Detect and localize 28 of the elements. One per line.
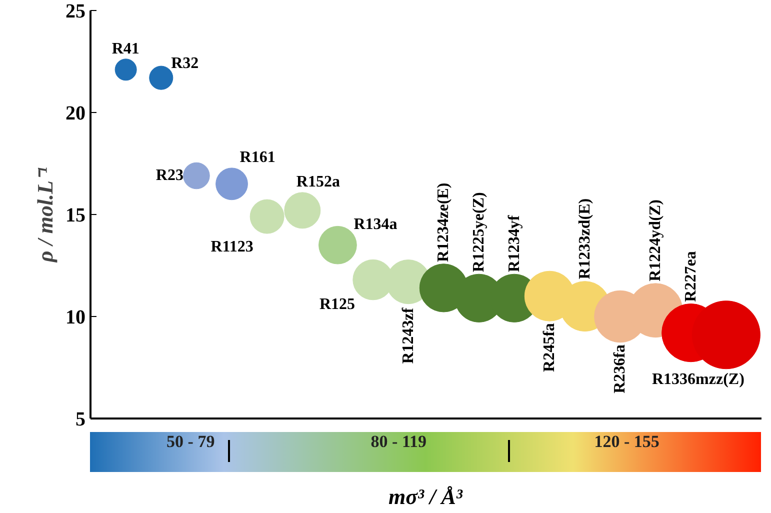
series-label: R23: [156, 167, 184, 184]
series-label: R161: [240, 148, 276, 166]
text: R245fa: [541, 323, 558, 372]
text: R1243zf: [400, 307, 417, 364]
y-tick-label: 15: [66, 204, 86, 226]
y-axis-title: ρ / mol.L⁻¹: [32, 166, 58, 264]
x-axis-title: mσ³ / Å³: [388, 484, 464, 510]
text: R227ea: [682, 251, 700, 302]
series-label: R41: [112, 40, 140, 58]
text: R1224yd(Z): [647, 200, 664, 282]
series-label: R32: [171, 54, 199, 72]
text: 50 - 79: [166, 432, 215, 453]
text: 120 - 155: [594, 432, 660, 453]
y-tick-label: 20: [66, 102, 86, 124]
y-tick-label: 5: [76, 408, 86, 430]
series-label: R125: [319, 296, 356, 313]
y-tick-label: 10: [66, 306, 86, 328]
text: R1234yf: [506, 214, 523, 272]
series-label: R152a: [296, 173, 340, 190]
series-label: R134a: [354, 216, 398, 234]
text: R1233zd(E): [576, 198, 594, 280]
y-tick-label: 25: [66, 0, 86, 22]
text: R1225ye(Z): [470, 192, 488, 272]
text: R1234ze(E): [435, 182, 452, 262]
series-label: R1336mzz(Z): [652, 370, 744, 388]
series-label: R1123: [210, 238, 254, 256]
text: 80 - 119: [370, 432, 427, 453]
text: R236fa: [612, 344, 629, 394]
